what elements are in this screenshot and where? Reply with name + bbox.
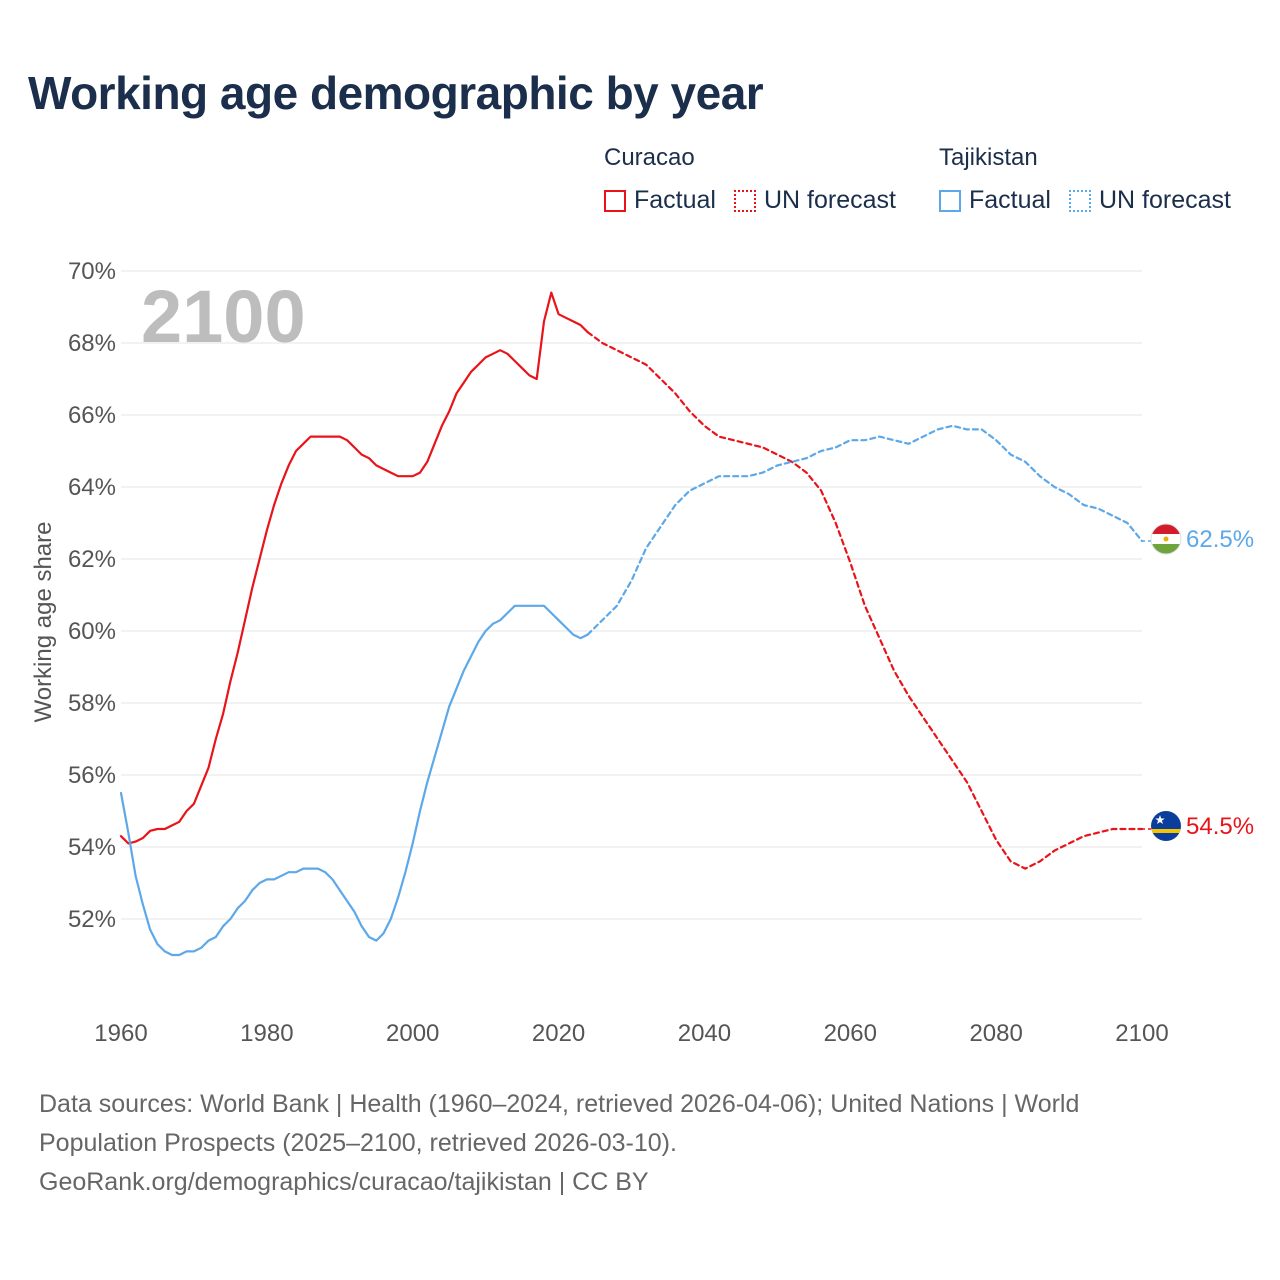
y-tick-label: 54% [68,834,116,861]
y-tick-label: 60% [68,618,116,645]
y-tick-label: 52% [68,906,116,933]
legend-group-name: Tajikistan [939,144,1038,171]
x-tick-label: 2060 [824,1020,877,1047]
y-tick-label: 62% [68,546,116,573]
legend-label: UN forecast [1098,186,1231,214]
footer-attribution-link[interactable]: GeoRank.org/demographics/curacao/tajikis… [39,1168,649,1196]
x-tick-label: 2020 [532,1020,585,1047]
legend-tajikistan-forecast[interactable]: UN forecast [1068,186,1231,215]
curacao-flag-icon [1151,811,1181,841]
footer-source-line-2: Population Prospects (2025–2100, retriev… [39,1129,677,1157]
footer: Data sources: World Bank | Health (1960–… [39,1085,1239,1202]
legend-label: UN forecast [763,186,896,214]
x-tick-label: 2100 [1115,1020,1168,1047]
legend-group-name: Curacao [604,144,695,171]
tajikistan-flag-icon [1150,523,1182,555]
legend-label: Factual [969,186,1051,214]
x-tick-label: 2080 [969,1020,1022,1047]
series-line-tajikistan-factual[interactable] [119,604,589,957]
legend-swatch-dotted-icon [733,189,756,212]
legend-swatch-solid-icon [604,189,626,212]
x-tick-label: 1980 [240,1020,293,1047]
series-line-curacao-un-forecast[interactable] [586,331,1144,870]
year-overlay: 2100 [141,275,306,358]
legend-group-tajikistan: Tajikistan Factual UN forecast [939,144,1249,215]
y-tick-label: 64% [68,474,116,501]
legend-swatch-dotted-icon [1068,189,1091,212]
y-tick-label: 70% [68,258,116,285]
y-tick-label: 56% [68,762,116,789]
y-tick-label: 68% [68,330,116,357]
series-line-tajikistan-un-forecast[interactable] [586,424,1144,636]
legend-curacao-factual[interactable]: Factual [604,186,716,215]
x-tick-label: 2040 [678,1020,731,1047]
legend-group-curacao: Curacao Factual UN forecast [604,144,914,215]
chart-title: Working age demographic by year [28,67,764,119]
footer-source-line-1: Data sources: World Bank | Health (1960–… [39,1090,1080,1118]
legend-label: Factual [634,186,716,214]
legend-curacao-forecast[interactable]: UN forecast [733,186,896,215]
series-line-curacao-factual[interactable] [119,291,589,845]
line-chart: 52% 54% 56% 58% 60% 62% 64% 66% 68% 70% 1960 1980 20… [30,258,1254,1047]
curacao-end-label: 54.5% [1186,813,1254,840]
legend-swatch-solid-icon [939,189,961,212]
x-tick-label: 2000 [386,1020,439,1047]
x-tick-label: 1960 [94,1020,147,1047]
legend-tajikistan-factual[interactable]: Factual [939,186,1051,215]
y-axis-label: Working age share [30,522,57,723]
y-tick-label: 66% [68,402,116,429]
tajikistan-end-label: 62.5% [1186,526,1254,553]
y-tick-label: 58% [68,690,116,717]
